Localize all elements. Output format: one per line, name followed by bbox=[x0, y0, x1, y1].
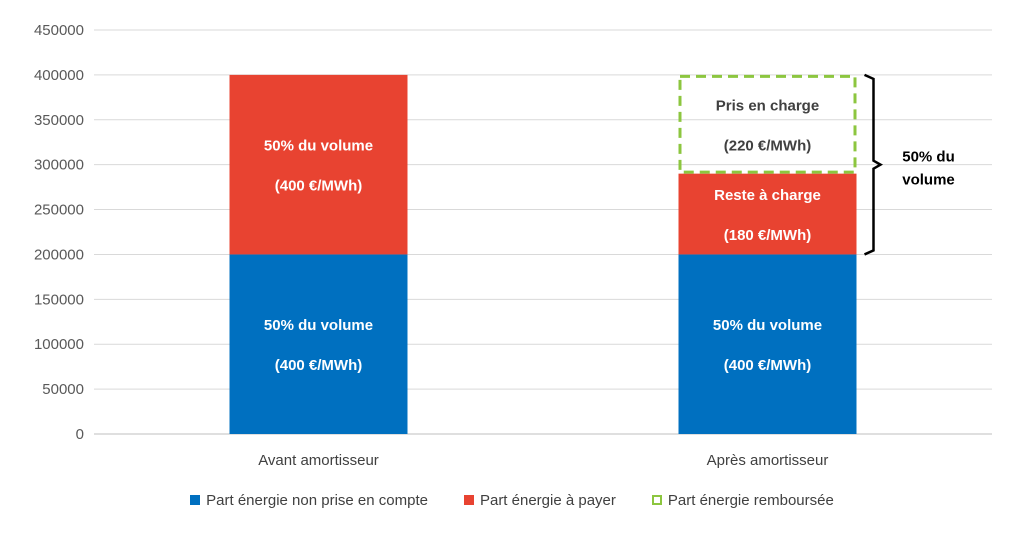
segment-label-line1: 50% du volume bbox=[264, 317, 373, 334]
segment-label-line2: (400 €/MWh) bbox=[275, 357, 363, 374]
x-category-label: Avant amortisseur bbox=[258, 452, 379, 469]
y-tick-label: 450000 bbox=[34, 22, 84, 39]
legend-item-non-prise: Part énergie non prise en compte bbox=[190, 492, 428, 509]
legend-label-a-payer: Part énergie à payer bbox=[479, 491, 616, 509]
segment-label-line1: Reste à charge bbox=[714, 187, 821, 204]
segment-label-line1: 50% du volume bbox=[264, 138, 373, 155]
bar-segment-1 bbox=[229, 74, 408, 255]
x-category-label: Après amortisseur bbox=[707, 452, 829, 469]
y-tick-label: 350000 bbox=[34, 112, 84, 129]
bar-segment-2 bbox=[678, 74, 857, 174]
bar-segment-1 bbox=[678, 173, 857, 255]
legend-label-remboursee: Part énergie remboursée bbox=[667, 491, 834, 509]
segment-label-line2: (220 €/MWh) bbox=[724, 137, 812, 154]
annotation-text-line2: volume bbox=[902, 172, 955, 189]
legend-item-a-payer: Part énergie à payer bbox=[463, 491, 616, 509]
legend-swatch-red bbox=[463, 495, 474, 505]
legend-item-remboursee: Part énergie remboursée bbox=[651, 491, 834, 509]
segment-label-line1: 50% du volume bbox=[713, 317, 822, 334]
y-tick-label: 250000 bbox=[34, 202, 84, 219]
y-tick-label: 300000 bbox=[34, 157, 84, 174]
y-tick-label: 150000 bbox=[34, 291, 84, 308]
y-tick-label: 0 bbox=[76, 426, 84, 443]
annotation-text-line1: 50% du bbox=[902, 149, 955, 166]
legend-label-non-prise: Part énergie non prise en compte bbox=[206, 491, 428, 509]
bar-segment-0 bbox=[229, 254, 408, 434]
y-tick-label: 50000 bbox=[42, 381, 84, 398]
bracket-annotation bbox=[863, 73, 884, 256]
y-tick-label: 400000 bbox=[34, 67, 84, 84]
segment-label-line2: (400 €/MWh) bbox=[275, 178, 363, 195]
segment-label-line1: Pris en charge bbox=[716, 97, 819, 114]
segment-label-line2: (400 €/MWh) bbox=[724, 357, 812, 374]
segment-label-line2: (180 €/MWh) bbox=[724, 227, 812, 244]
y-tick-label: 100000 bbox=[34, 336, 84, 353]
y-tick-label: 200000 bbox=[34, 246, 84, 263]
stacked-bar-chart: 0 50000 100000 150000 200000 250000 300000 3500… bbox=[34, 22, 992, 469]
chart-legend: Part énergie non prise en compte Part én… bbox=[0, 488, 1024, 512]
legend-swatch-blue bbox=[190, 495, 201, 505]
legend-swatch-green-dashed bbox=[651, 495, 662, 505]
bar-segment-0 bbox=[678, 254, 857, 434]
